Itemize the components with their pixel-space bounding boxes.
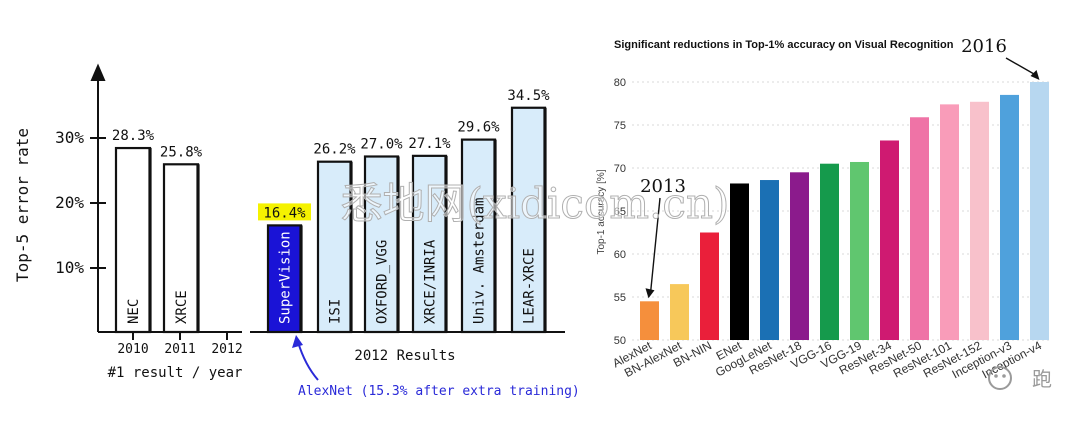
bar-value-label: 26.2%: [313, 142, 356, 158]
middle-x-axis-label: 2012 Results: [354, 348, 455, 364]
corner-watermark-text: 跑: [1032, 367, 1052, 391]
year-label: 2010: [117, 342, 148, 357]
bar-value-label: 29.6%: [457, 120, 500, 136]
alexnet-annotation: AlexNet (15.3% after extra training): [298, 384, 580, 399]
bar-value-label: 28.3%: [112, 128, 155, 144]
right-y-tick-label: 70: [614, 163, 626, 175]
bar-group: 29.6% Univ. Amsterdam: [457, 120, 500, 334]
right-bar: [640, 301, 659, 340]
y-axis-arrow: [90, 63, 106, 81]
right-y-tick-labels: 50 55 60 65 70 75 80: [614, 77, 626, 347]
right-bar: [730, 183, 749, 340]
left-year-labels: 2010 2011 2012: [117, 342, 242, 357]
bar-category-label: LEAR-XRCE: [522, 248, 538, 324]
right-annotations: 2013 2016: [640, 36, 1040, 299]
right-bar: [820, 163, 839, 340]
left-x-axis-label: #1 result / year: [108, 365, 243, 381]
right-y-tick-label: 80: [614, 77, 626, 89]
annotation-2016-arrowhead: [1030, 70, 1040, 80]
right-bar: [940, 104, 959, 340]
bar: [162, 163, 200, 334]
bar-group: 25.8% XRCE: [160, 144, 203, 334]
bar-category-label: ISI: [328, 299, 344, 324]
right-bar: [790, 172, 809, 340]
alexnet-arrow: [292, 335, 319, 381]
right-bar: [700, 232, 719, 340]
right-bar: [1030, 82, 1049, 340]
left-y-tick-labels: 10% 20% 30%: [55, 128, 84, 277]
annotation-2013-arrow: [649, 197, 661, 294]
right-y-tick-label: 55: [614, 292, 626, 304]
right-bar: [850, 161, 869, 340]
bar: [316, 160, 353, 334]
right-y-tick-label: 75: [614, 120, 626, 132]
bar: [460, 138, 497, 334]
right-bar: [970, 101, 989, 340]
bar-category-label: NEC: [126, 299, 142, 324]
right-y-tick-label: 60: [614, 249, 626, 261]
right-chart-title: Significant reductions in Top-1% accurac…: [614, 39, 954, 51]
bar-group: 26.2% ISI: [313, 142, 356, 334]
bar-value-label: 27.0%: [360, 137, 403, 153]
right-bars: [640, 82, 1049, 341]
bar: [266, 224, 303, 334]
bar-category-label: Univ. Amsterdam: [472, 198, 488, 324]
right-bar: [760, 180, 779, 340]
bar-value-label: 34.5%: [507, 88, 550, 104]
left-bars: 28.3% NEC 25.8% XRCE: [112, 128, 203, 334]
center-watermark: 悉地网(xidicom.cn): [341, 179, 730, 228]
annotation-2016: 2016: [961, 36, 1007, 57]
right-bar: [1000, 94, 1019, 341]
bar-value-label: 25.8%: [160, 144, 203, 160]
bar-category-label: XRCE: [174, 290, 190, 324]
bar-category-label: OXFORD_VGG: [375, 240, 391, 324]
bar-group: 27.1% XRCE/INRIA: [408, 136, 451, 334]
right-y-tick-label: 65: [614, 206, 626, 218]
bar-group: 27.0% OXFORD_VGG: [360, 137, 403, 334]
bar-category-label: XRCE/INRIA: [423, 239, 439, 324]
wechat-logo: [988, 366, 1012, 390]
middle-bars: 16.4%SuperVision26.2%ISI27.0%OXFORD_VGG2…: [258, 88, 550, 334]
right-bar: [880, 140, 899, 340]
bar-group: 16.4% SuperVision: [258, 203, 311, 334]
bar-group: 28.3% NEC: [112, 128, 155, 334]
bar-group: 34.5% LEAR-XRCE: [507, 88, 550, 334]
annotation-2013-arrowhead: [645, 288, 655, 299]
year-label: 2011: [164, 342, 195, 357]
year-label: 2012: [211, 342, 242, 357]
bar-value-label: 27.1%: [408, 136, 451, 152]
value-highlight: [258, 203, 311, 221]
bar: [363, 155, 400, 334]
annotation-2016-arrow: [1005, 57, 1038, 77]
right-y-tick-label: 50: [614, 335, 626, 347]
left-y-axis-label: Top-5 error rate: [13, 128, 32, 282]
bar-value-label: 16.4%: [263, 205, 306, 221]
right-y-axis-label: Top-1 accuracy [%]: [596, 169, 607, 254]
left-y-tick-label: 10%: [55, 258, 84, 277]
bar-category-label: SuperVision: [278, 231, 294, 324]
right-bar: [670, 284, 689, 340]
right-bar: [910, 117, 929, 340]
left-y-tick-label: 20%: [55, 193, 84, 212]
bar: [114, 146, 152, 334]
left-y-tick-label: 30%: [55, 128, 84, 147]
bar: [411, 154, 448, 334]
annotation-2013: 2013: [640, 176, 686, 197]
